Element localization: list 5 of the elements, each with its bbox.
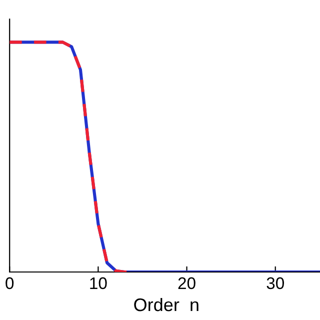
x-tick-label: 20: [178, 277, 196, 290]
x-tick-label: 0: [6, 277, 14, 290]
x-tick-label: 10: [90, 277, 107, 290]
x-tick-label: 30: [266, 277, 284, 290]
x-axis-title: Order n: [134, 298, 198, 312]
